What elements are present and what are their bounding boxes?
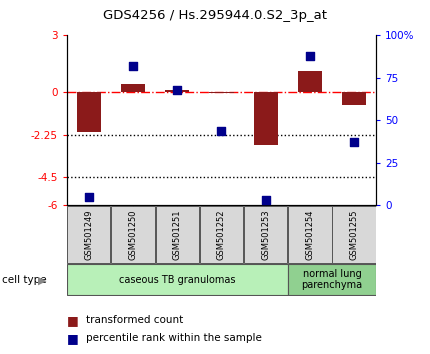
Text: GSM501253: GSM501253 <box>261 209 270 260</box>
Text: cell type: cell type <box>2 275 47 285</box>
FancyBboxPatch shape <box>111 206 155 263</box>
Text: ■: ■ <box>67 314 78 327</box>
FancyBboxPatch shape <box>67 206 111 263</box>
Text: GSM501252: GSM501252 <box>217 209 226 260</box>
Text: ■: ■ <box>67 332 78 344</box>
Point <box>129 63 136 69</box>
Bar <box>209 92 233 93</box>
Text: normal lung
parenchyma: normal lung parenchyma <box>301 269 362 291</box>
Text: GSM501250: GSM501250 <box>129 209 138 260</box>
Point <box>262 198 269 203</box>
Text: caseous TB granulomas: caseous TB granulomas <box>119 275 236 285</box>
Text: GSM501251: GSM501251 <box>173 209 182 260</box>
Bar <box>77 92 101 132</box>
Point <box>307 53 313 59</box>
Bar <box>165 90 189 92</box>
FancyBboxPatch shape <box>332 206 376 263</box>
Point <box>351 139 358 145</box>
Text: ▶: ▶ <box>38 275 46 285</box>
Point <box>174 87 181 93</box>
Text: percentile rank within the sample: percentile rank within the sample <box>86 333 262 343</box>
FancyBboxPatch shape <box>200 206 243 263</box>
Point <box>218 128 225 133</box>
Bar <box>342 92 366 105</box>
Text: transformed count: transformed count <box>86 315 183 325</box>
Text: GDS4256 / Hs.295944.0.S2_3p_at: GDS4256 / Hs.295944.0.S2_3p_at <box>103 9 327 22</box>
Point <box>85 194 92 200</box>
Bar <box>254 92 278 145</box>
Text: GSM501255: GSM501255 <box>350 209 359 260</box>
Text: GSM501249: GSM501249 <box>84 209 93 260</box>
Bar <box>298 71 322 92</box>
FancyBboxPatch shape <box>156 206 199 263</box>
FancyBboxPatch shape <box>244 206 287 263</box>
FancyBboxPatch shape <box>288 206 332 263</box>
Bar <box>121 84 145 92</box>
Text: GSM501254: GSM501254 <box>305 209 314 260</box>
FancyBboxPatch shape <box>288 264 376 295</box>
FancyBboxPatch shape <box>67 264 288 295</box>
